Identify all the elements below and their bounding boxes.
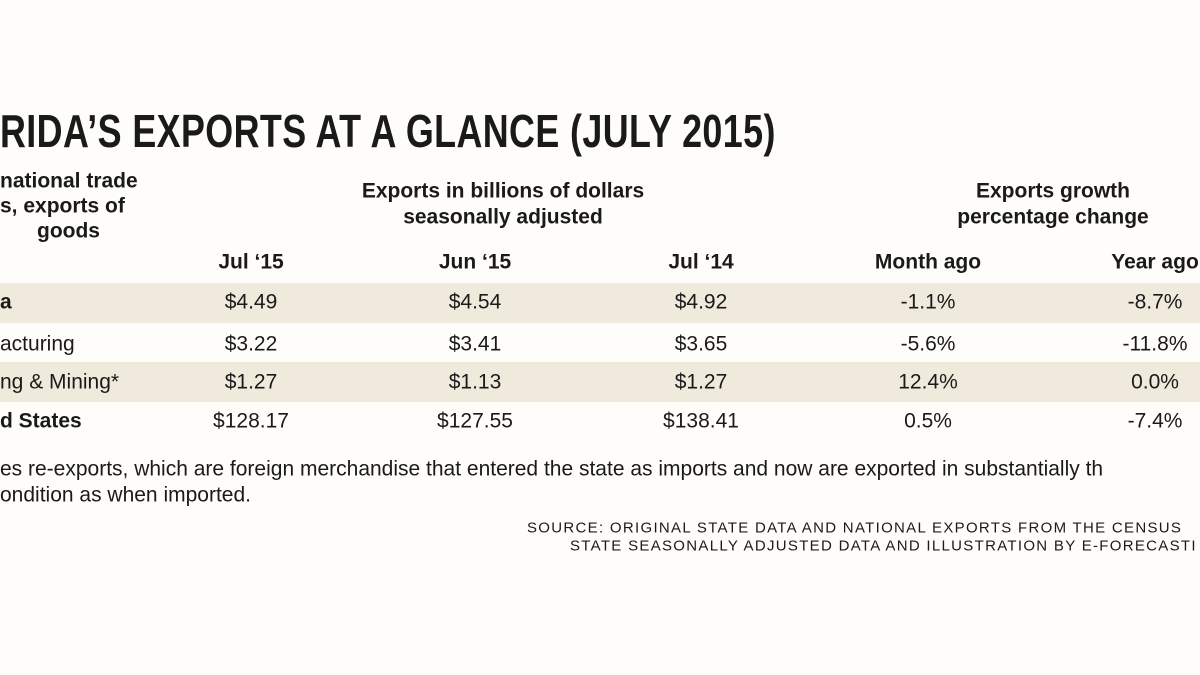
group-header: seasonally adjusted [403, 205, 603, 229]
cell: -8.7% [1127, 290, 1183, 314]
column-header: Month ago [874, 250, 982, 274]
footnote: es re-exports, which are foreign merchan… [0, 457, 1104, 481]
stub-header: national trade [0, 169, 138, 193]
row-band [0, 362, 1200, 402]
stub-header: goods [37, 219, 100, 243]
cell: 12.4% [898, 370, 958, 394]
stub-header: s, exports of [0, 194, 125, 218]
column-header: Year ago [1111, 250, 1199, 274]
cell: $138.41 [663, 409, 739, 433]
cell: -11.8% [1122, 332, 1188, 356]
cell: -7.4% [1127, 409, 1183, 433]
row-label: ng & Mining* [0, 370, 120, 394]
cell: $3.41 [448, 332, 502, 356]
column-header: Jul ‘15 [218, 250, 284, 274]
cell: $4.49 [224, 290, 278, 314]
row-label: a [0, 290, 12, 314]
cell: -5.6% [900, 332, 956, 356]
row-label: acturing [0, 332, 75, 356]
cell: 0.5% [904, 409, 952, 433]
cell: $1.13 [448, 370, 502, 394]
cell: $1.27 [224, 370, 278, 394]
group-header: Exports growth [975, 179, 1131, 203]
cell: $128.17 [213, 409, 289, 433]
column-header: Jun ‘15 [438, 250, 512, 274]
group-header: percentage change [957, 205, 1149, 229]
footnote: ondition as when imported. [0, 483, 251, 507]
cell: $4.92 [674, 290, 728, 314]
cell: $1.27 [674, 370, 728, 394]
title: RIDA’S EXPORTS AT A GLANCE (JULY 2015) [0, 105, 776, 157]
row-band [0, 283, 1200, 323]
column-header: Jul ‘14 [668, 250, 734, 274]
cell: $127.55 [437, 409, 513, 433]
group-header: Exports in billions of dollars [361, 179, 645, 203]
row-label: d States [0, 409, 82, 433]
cell: $4.54 [448, 290, 502, 314]
cell: $3.65 [674, 332, 728, 356]
cell: $3.22 [224, 332, 278, 356]
cell: 0.0% [1131, 370, 1179, 394]
source: SOURCE: ORIGINAL STATE DATA AND NATIONAL… [527, 519, 1183, 537]
cell: -1.1% [900, 290, 956, 314]
source: STATE SEASONALLY ADJUSTED DATA AND ILLUS… [570, 537, 1197, 555]
